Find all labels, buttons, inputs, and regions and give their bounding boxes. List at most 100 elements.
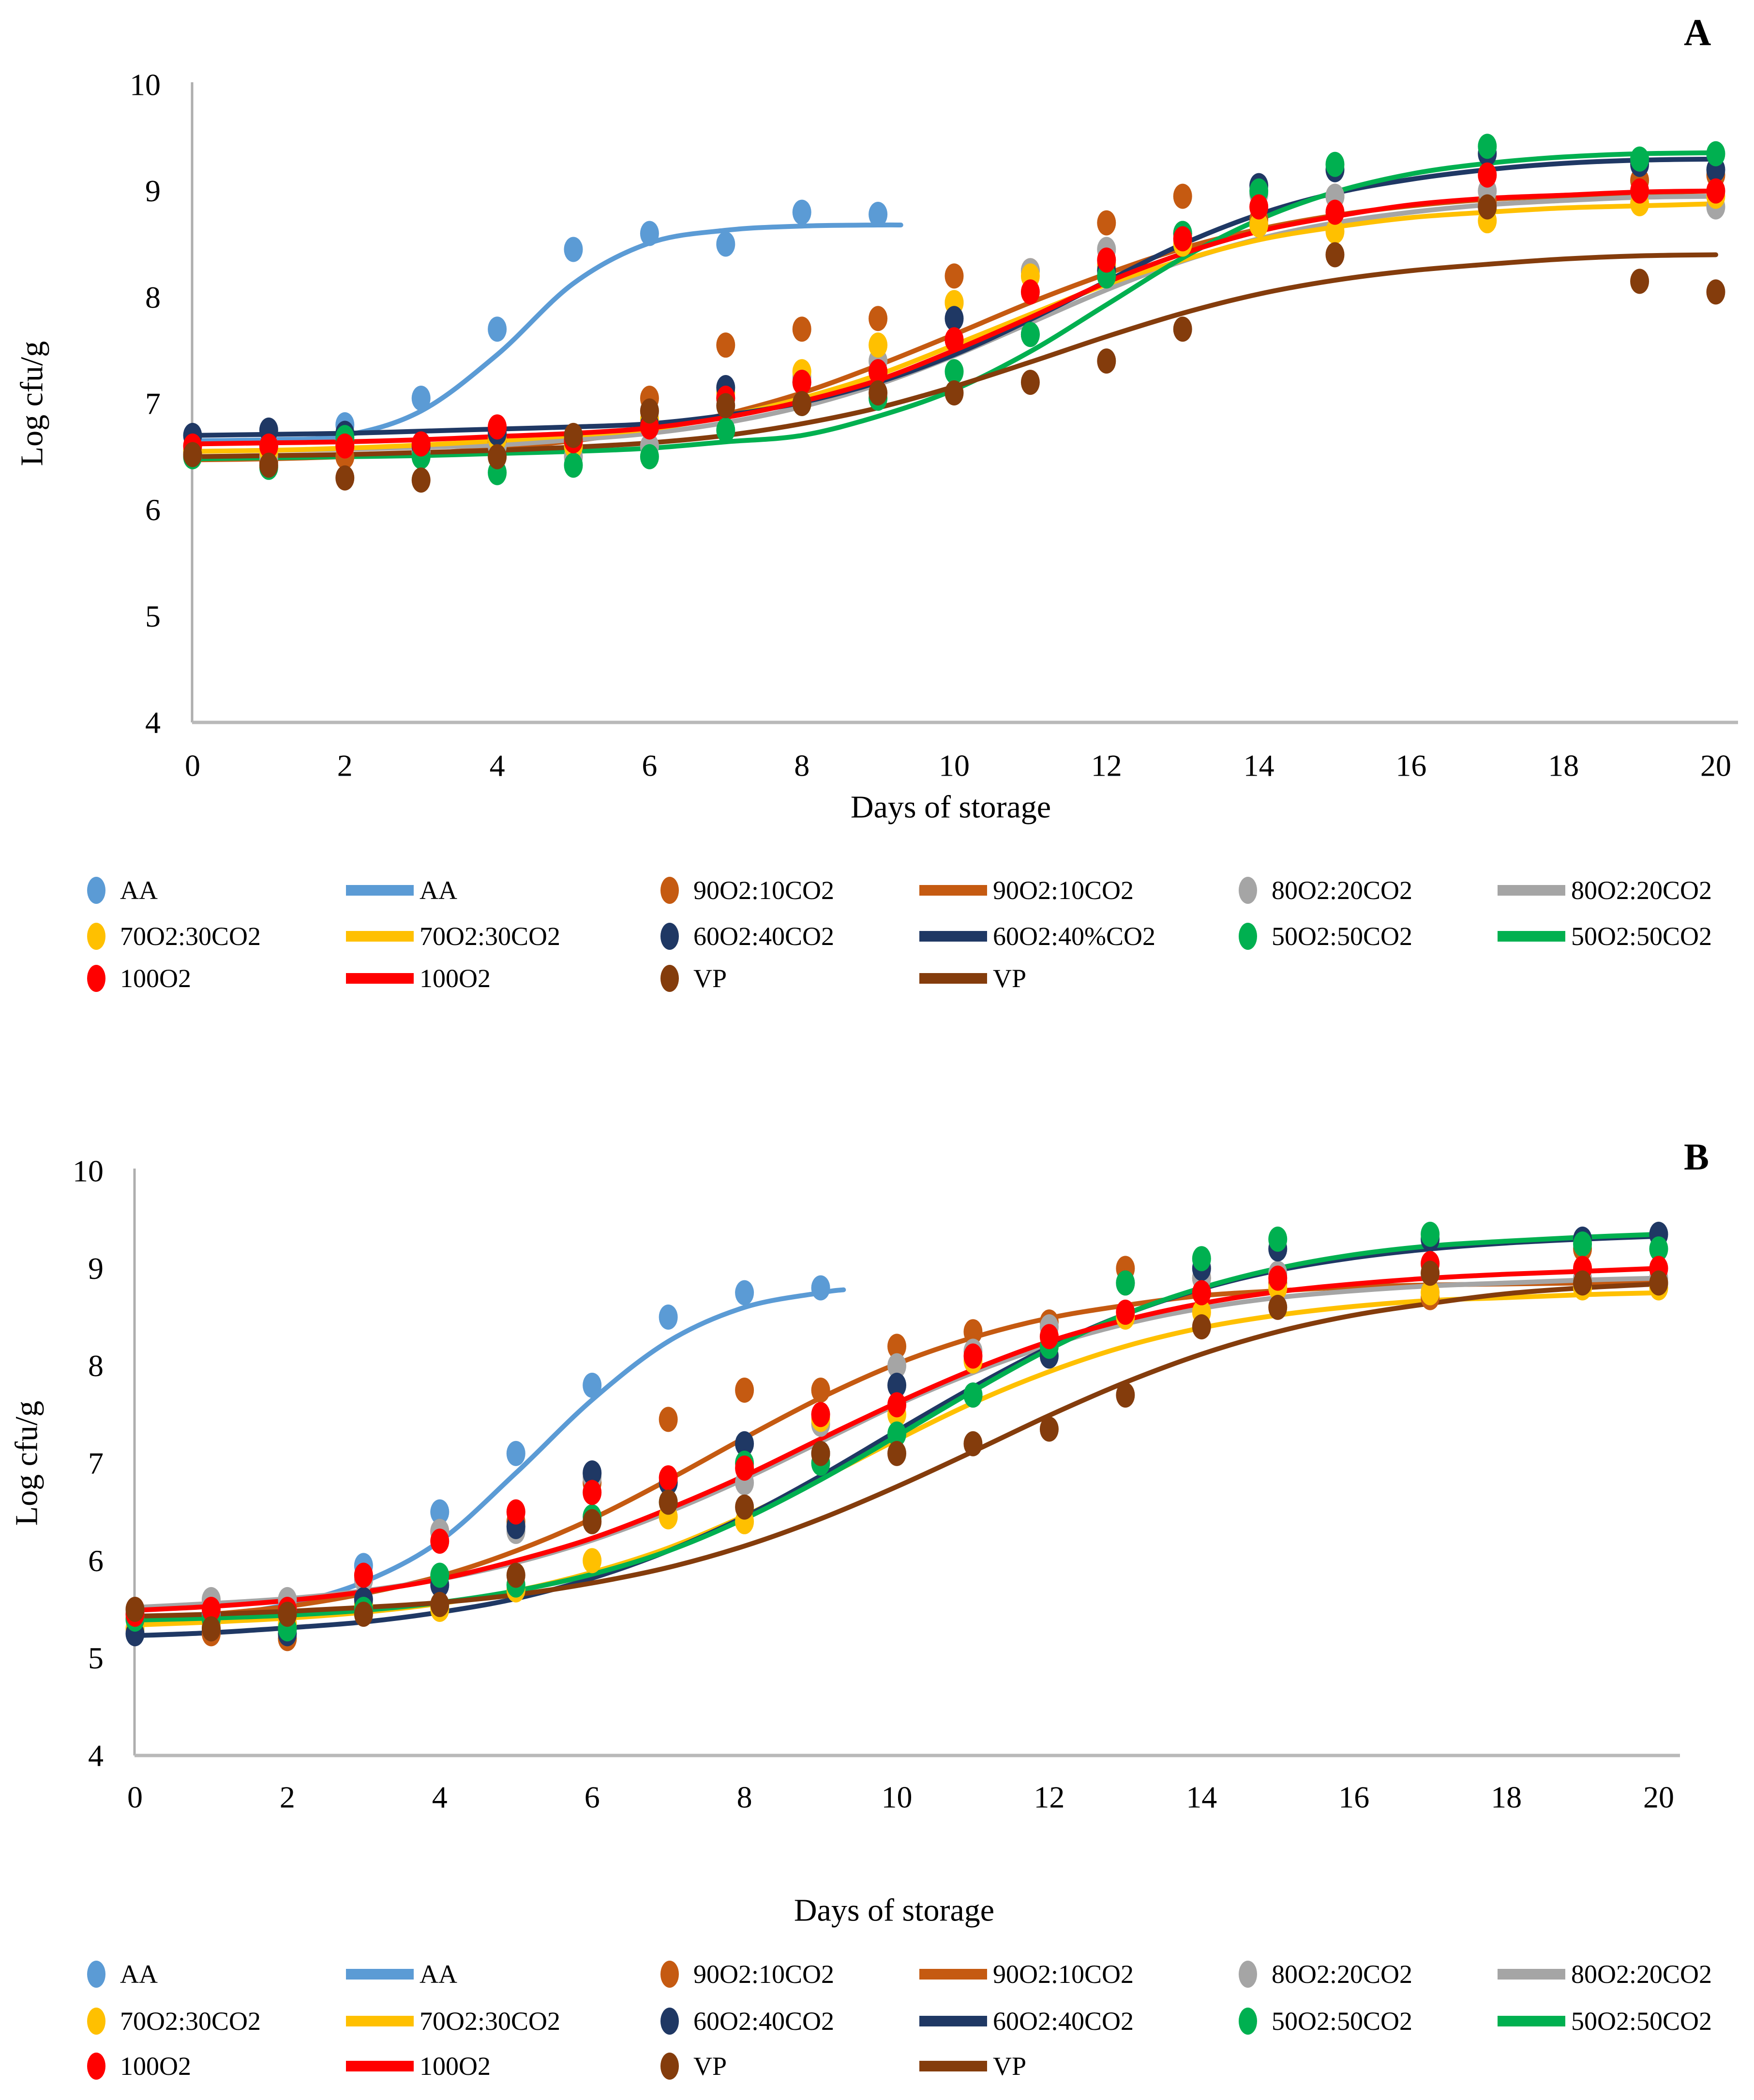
legend-item-dot-100o2: 100O2 bbox=[87, 2047, 191, 2085]
series-dot-50o2-50co2 bbox=[1630, 146, 1649, 172]
legend-label: 90O2:10CO2 bbox=[993, 876, 1134, 905]
y-tick-label: 8 bbox=[88, 1349, 104, 1383]
legend-item-line-aa: AA bbox=[346, 1955, 457, 1994]
legend-item-dot-80o2-20co2: 80O2:20CO2 bbox=[1239, 1955, 1412, 1994]
legend-item-line-80o2-20co2: 80O2:20CO2 bbox=[1498, 871, 1712, 910]
series-dot-60o2-40co2 bbox=[944, 306, 964, 331]
legend-dot-marker bbox=[87, 877, 105, 904]
series-dot-vp bbox=[1478, 194, 1497, 220]
legend-label: 100O2 bbox=[120, 2052, 191, 2081]
series-dot-70o2-30co2 bbox=[1249, 212, 1269, 238]
legend-label: 60O2:40CO2 bbox=[693, 2007, 835, 2036]
legend-label: 90O2:10CO2 bbox=[693, 876, 835, 905]
series-dot-vp bbox=[1192, 1314, 1211, 1340]
legend-dot-marker bbox=[1239, 877, 1257, 904]
series-dot-aa bbox=[430, 1499, 450, 1525]
legend-dot-marker bbox=[87, 2008, 105, 2035]
series-dot-vp bbox=[201, 1616, 221, 1642]
legend-item-line-vp: VP bbox=[919, 959, 1026, 998]
series-dot-vp bbox=[1116, 1382, 1135, 1408]
legend-item-dot-90o2-10co2: 90O2:10CO2 bbox=[660, 1955, 834, 1994]
legend-item-line-aa: AA bbox=[346, 871, 457, 910]
series-dot-50o2-50co2 bbox=[1478, 134, 1497, 159]
series-dot-90o2-10co2 bbox=[735, 1378, 754, 1403]
series-dot-vp bbox=[564, 422, 583, 448]
x-tick-label: 20 bbox=[1700, 749, 1731, 783]
x-tick-label: 18 bbox=[1491, 1780, 1522, 1815]
series-dot-vp bbox=[716, 393, 735, 419]
x-tick-label: 2 bbox=[280, 1780, 295, 1815]
y-tick-label: 6 bbox=[88, 1544, 104, 1578]
legend-dot-marker bbox=[87, 965, 105, 992]
x-tick-label: 14 bbox=[1186, 1780, 1217, 1815]
series-dot-vp bbox=[411, 467, 431, 493]
series-dot-90o2-10co2 bbox=[811, 1378, 830, 1403]
x-tick-label: 6 bbox=[585, 1780, 600, 1815]
series-dot-50o2-50co2 bbox=[1706, 141, 1725, 166]
series-dot-100o2 bbox=[1116, 1299, 1135, 1325]
legend-dot-marker bbox=[660, 965, 679, 992]
series-dot-vp bbox=[430, 1591, 450, 1617]
series-dot-60o2-40co2 bbox=[887, 1372, 906, 1398]
series-dot-100o2 bbox=[1020, 279, 1040, 305]
legend-item-dot-50o2-50co2: 50O2:50CO2 bbox=[1239, 917, 1412, 956]
axis-title-y: Log cfu/g bbox=[15, 341, 50, 466]
series-dot-100o2 bbox=[430, 1529, 450, 1554]
legend-label: 50O2:50CO2 bbox=[1571, 922, 1712, 951]
chart-b: 4 5 6 7 8 9 10 0 2 4 6 8 10 12 14 16 18 20 Days of storage… bbox=[9, 1154, 1680, 1928]
series-dot-vp bbox=[869, 380, 888, 406]
legend-label: 100O2 bbox=[120, 964, 191, 993]
legend-label: 70O2:30CO2 bbox=[120, 922, 261, 951]
legend-label: VP bbox=[993, 964, 1027, 993]
legend-label: 70O2:30CO2 bbox=[420, 2007, 561, 2036]
series-dot-aa bbox=[659, 1305, 678, 1330]
legend-item-line-vp: VP bbox=[919, 2047, 1026, 2085]
series-dot-100o2 bbox=[1706, 178, 1725, 204]
y-tick-label: 9 bbox=[145, 174, 161, 208]
series-dot-70o2-30co2 bbox=[869, 332, 888, 358]
panel-label-b: B bbox=[1684, 1136, 1709, 1178]
legend-label: VP bbox=[693, 964, 727, 993]
legend-label: 60O2:40CO2 bbox=[693, 922, 835, 951]
legend-label: 90O2:10CO2 bbox=[993, 1960, 1134, 1989]
legend-line-marker bbox=[346, 2061, 414, 2071]
series-dot-aa bbox=[811, 1275, 830, 1301]
legend-label: VP bbox=[693, 2052, 727, 2081]
y-tick-label: 7 bbox=[145, 387, 161, 421]
series-line-60o2-40co2 bbox=[190, 156, 1718, 438]
series-dot-vp bbox=[583, 1509, 602, 1534]
series-dot-100o2 bbox=[1268, 1265, 1288, 1291]
series-dot-50o2-50co2 bbox=[430, 1562, 450, 1588]
series-dot-50o2-50co2 bbox=[1192, 1246, 1211, 1272]
series-dot-50o2-50co2 bbox=[1573, 1231, 1592, 1257]
legend-item-line-70o2-30co2: 70O2:30CO2 bbox=[346, 917, 560, 956]
legend-item-line-100o2: 100O2 bbox=[346, 2047, 491, 2085]
axis-title-x: Days of storage bbox=[794, 1893, 994, 1928]
x-tick-label: 0 bbox=[185, 749, 200, 783]
series-dot-vp bbox=[659, 1489, 678, 1515]
legend-item-line-50o2-50co2: 50O2:50CO2 bbox=[1498, 2002, 1712, 2040]
legend-label: 80O2:20CO2 bbox=[1272, 876, 1413, 905]
series-dot-vp bbox=[1706, 279, 1725, 305]
y-tick-label: 9 bbox=[88, 1251, 104, 1286]
axis-title-y: Log cfu/g bbox=[9, 1401, 45, 1526]
legend-line-marker bbox=[919, 2016, 987, 2026]
series-line-aa bbox=[190, 222, 903, 443]
series-dot-aa bbox=[735, 1280, 754, 1305]
series-dot-vp bbox=[1097, 348, 1116, 374]
series-dot-vp bbox=[183, 442, 202, 467]
legend-line-marker bbox=[1498, 885, 1565, 896]
series-dot-100o2 bbox=[1173, 226, 1192, 252]
legend-label: 90O2:10CO2 bbox=[693, 1960, 835, 1989]
series-dot-90o2-10co2 bbox=[869, 306, 888, 331]
series-dot-90o2-10co2 bbox=[659, 1407, 678, 1432]
legend-dot-marker bbox=[87, 2053, 105, 2080]
series-dot-90o2-10co2 bbox=[792, 316, 811, 342]
legend-item-dot-50o2-50co2: 50O2:50CO2 bbox=[1239, 2002, 1412, 2040]
series-dot-90o2-10co2 bbox=[716, 332, 735, 358]
series-dot-50o2-50co2 bbox=[1421, 1221, 1440, 1247]
series-line-vp bbox=[133, 1281, 1661, 1619]
series-dot-100o2 bbox=[411, 431, 431, 457]
legend-label: VP bbox=[993, 2052, 1027, 2081]
series-dot-50o2-50co2 bbox=[1325, 151, 1345, 177]
